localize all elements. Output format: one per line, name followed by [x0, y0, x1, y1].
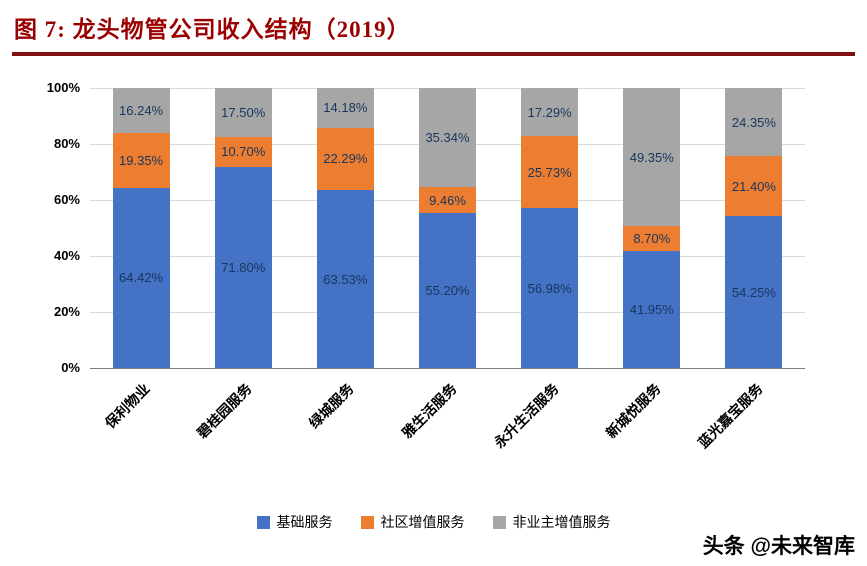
- y-tick-label: 0%: [61, 360, 80, 375]
- bar-segment: 16.24%: [112, 87, 170, 134]
- stacked-bar-chart: 0% 20% 40% 60% 80% 100% 64.42% 19.35% 16.24% 保利物业…: [0, 62, 867, 472]
- bar-1: 64.42% 19.35% 16.24%: [112, 87, 170, 368]
- bar-6: 41.95% 8.70% 49.35%: [623, 88, 681, 368]
- x-axis-label: 新城悦服务: [602, 380, 664, 442]
- legend-label: 社区增值服务: [380, 514, 465, 530]
- bar-2: 71.80% 10.70% 17.50%: [214, 88, 272, 368]
- figure-title: 图 7: 龙头物管公司收入结构（2019）: [14, 17, 411, 42]
- bar-segment: 71.80%: [214, 166, 272, 368]
- legend-item: 社区增值服务: [360, 512, 465, 532]
- bar-segment: 17.29%: [521, 88, 579, 137]
- segment-label: 19.35%: [119, 153, 164, 169]
- segment-label: 10.70%: [221, 144, 266, 160]
- bar-segment: 55.20%: [419, 213, 476, 368]
- segment-label: 55.20%: [425, 283, 470, 299]
- legend-label: 非业主增值服务: [512, 514, 611, 530]
- bar-5: 56.98% 25.73% 17.29%: [521, 88, 579, 368]
- x-axis-label: 碧桂园服务: [194, 380, 255, 442]
- legend-item: 非业主增值服务: [492, 512, 611, 532]
- bar-4: 55.20% 9.46% 35.34%: [419, 88, 476, 368]
- bar-segment: 8.70%: [623, 226, 681, 251]
- segment-label: 49.35%: [629, 149, 674, 165]
- legend-swatch: [256, 515, 270, 529]
- bar-segment: 54.25%: [725, 216, 783, 368]
- x-axis-label: 绿城服务: [306, 380, 358, 432]
- bar-7: 54.25% 21.40% 24.35%: [725, 88, 783, 368]
- chart-legend: 基础服务 社区增值服务 非业主增值服务: [0, 512, 867, 532]
- x-axis-label: 永升生活服务: [490, 380, 562, 452]
- bar-segment: 14.18%: [316, 88, 374, 128]
- legend-item: 基础服务: [256, 512, 333, 532]
- bar-segment: 9.46%: [419, 186, 476, 214]
- segment-label: 8.70%: [633, 230, 671, 246]
- bar-segment: 49.35%: [623, 88, 681, 227]
- bar-segment: 56.98%: [521, 208, 579, 368]
- bar-segment: 10.70%: [214, 137, 272, 167]
- bar-segment: 19.35%: [112, 133, 170, 188]
- segment-label: 17.50%: [221, 105, 266, 120]
- segment-label: 9.46%: [429, 192, 466, 208]
- bar-3: 63.53% 22.29% 14.18%: [316, 88, 374, 368]
- legend-swatch: [360, 515, 374, 529]
- segment-label: 21.40%: [731, 178, 776, 194]
- y-tick-label: 60%: [53, 192, 80, 207]
- y-tick-label: 40%: [53, 248, 80, 263]
- bar-segment: 25.73%: [521, 136, 579, 209]
- segment-label: 22.29%: [323, 151, 368, 167]
- segment-label: 63.53%: [323, 271, 368, 287]
- segment-label: 71.80%: [221, 259, 266, 275]
- y-tick-label: 80%: [53, 136, 80, 151]
- bar-segment: 64.42%: [112, 187, 170, 368]
- x-axis-label: 雅生活服务: [398, 380, 460, 442]
- bar-segment: 22.29%: [316, 127, 374, 191]
- segment-label: 14.18%: [323, 100, 368, 116]
- legend-swatch: [492, 515, 506, 529]
- bar-segment: 63.53%: [316, 190, 374, 368]
- legend-label: 基础服务: [276, 514, 333, 530]
- x-axis-label: 保利物业: [101, 380, 153, 432]
- y-tick-label: 100%: [46, 80, 80, 95]
- bar-segment: 41.95%: [623, 250, 681, 368]
- segment-label: 16.24%: [119, 103, 164, 119]
- y-tick-label: 20%: [53, 304, 80, 319]
- segment-label: 17.29%: [527, 104, 572, 120]
- watermark: 头条 @未来智库: [702, 535, 855, 558]
- x-axis-line: [90, 368, 805, 369]
- bar-segment: 24.35%: [725, 88, 783, 157]
- segment-label: 24.35%: [731, 114, 776, 130]
- bar-segment: 17.50%: [214, 88, 272, 137]
- x-axis-label: 蓝光嘉宝服务: [694, 380, 766, 452]
- segment-label: 25.73%: [527, 164, 572, 180]
- segment-label: 64.42%: [119, 270, 164, 286]
- title-underline: [12, 52, 855, 56]
- bar-segment: 21.40%: [725, 156, 783, 217]
- segment-label: 35.34%: [425, 129, 470, 145]
- segment-label: 56.98%: [527, 280, 572, 296]
- segment-label: 54.25%: [731, 284, 776, 300]
- segment-label: 41.95%: [629, 301, 674, 317]
- bar-segment: 35.34%: [419, 88, 476, 187]
